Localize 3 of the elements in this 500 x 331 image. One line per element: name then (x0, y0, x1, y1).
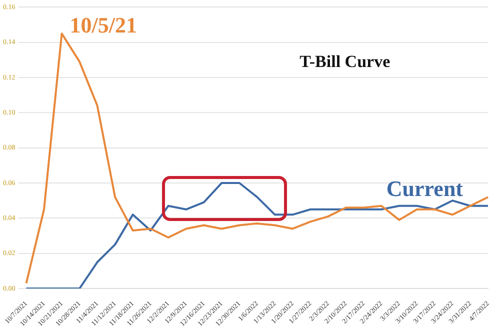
text: T-Bill Curve (300, 52, 391, 72)
series-label: 10/5/21 (70, 12, 138, 38)
series-label: Current (386, 176, 464, 202)
